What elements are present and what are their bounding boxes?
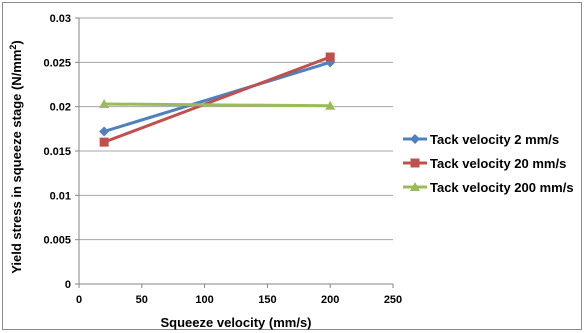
series-line [104, 102, 331, 108]
x-axis-title: Squeeze velocity (mm/s) [161, 315, 312, 330]
y-axis-title: Yield stress in squeeze stage (N/mm2) [8, 40, 24, 274]
y-tick-label: 0.025 [43, 57, 71, 69]
y-tick-label: 0 [65, 279, 71, 291]
x-tick-label: 100 [195, 294, 213, 306]
data-point [325, 52, 335, 62]
data-point [99, 99, 110, 109]
y-tick-label: 0.02 [50, 102, 71, 114]
y-axis-title-suffix: ) [9, 40, 24, 44]
series-layer [99, 52, 336, 147]
data-point [325, 100, 336, 110]
legend-item-2: Tack velocity 20 mm/s [403, 156, 566, 171]
y-tick-label: 0.015 [43, 146, 71, 158]
series-line [103, 55, 331, 144]
legend-label: Tack velocity 200 mm/s [430, 180, 574, 195]
chart-frame [2, 2, 582, 330]
x-tick-label: 150 [258, 294, 276, 306]
x-tick-label: 0 [76, 294, 82, 306]
axis-layer: 0 0.005 0.01 0.015 0.02 0.025 0.03 0 50 100 150 200… [43, 13, 402, 306]
series-3 [99, 99, 336, 110]
y-tick-label: 0.01 [50, 190, 71, 202]
grid-layer [79, 17, 393, 241]
y-tick-label: 0.03 [50, 13, 71, 25]
y-axis-title-superscript: 2 [8, 45, 18, 50]
series-2 [99, 52, 335, 147]
x-tick-label: 200 [321, 294, 339, 306]
x-tick-label: 50 [136, 294, 148, 306]
legend-swatch-marker [410, 134, 420, 144]
data-point [99, 137, 109, 147]
y-tick-label: 0.005 [43, 235, 71, 247]
x-tick-label: 250 [384, 294, 402, 306]
y-axis-title-main: Yield stress in squeeze stage (N/mm [9, 50, 24, 274]
data-point [99, 126, 110, 137]
series-line [103, 60, 331, 133]
legend-item-3: Tack velocity 200 mm/s [403, 180, 574, 195]
legend-label: Tack velocity 2 mm/s [430, 132, 559, 147]
legend-item-1: Tack velocity 2 mm/s [403, 132, 559, 147]
legend-swatch-marker [410, 158, 420, 168]
legend: Tack velocity 2 mm/s Tack velocity 20 mm/… [403, 132, 574, 195]
legend-label: Tack velocity 20 mm/s [430, 156, 566, 171]
legend-swatch-marker [410, 182, 420, 191]
